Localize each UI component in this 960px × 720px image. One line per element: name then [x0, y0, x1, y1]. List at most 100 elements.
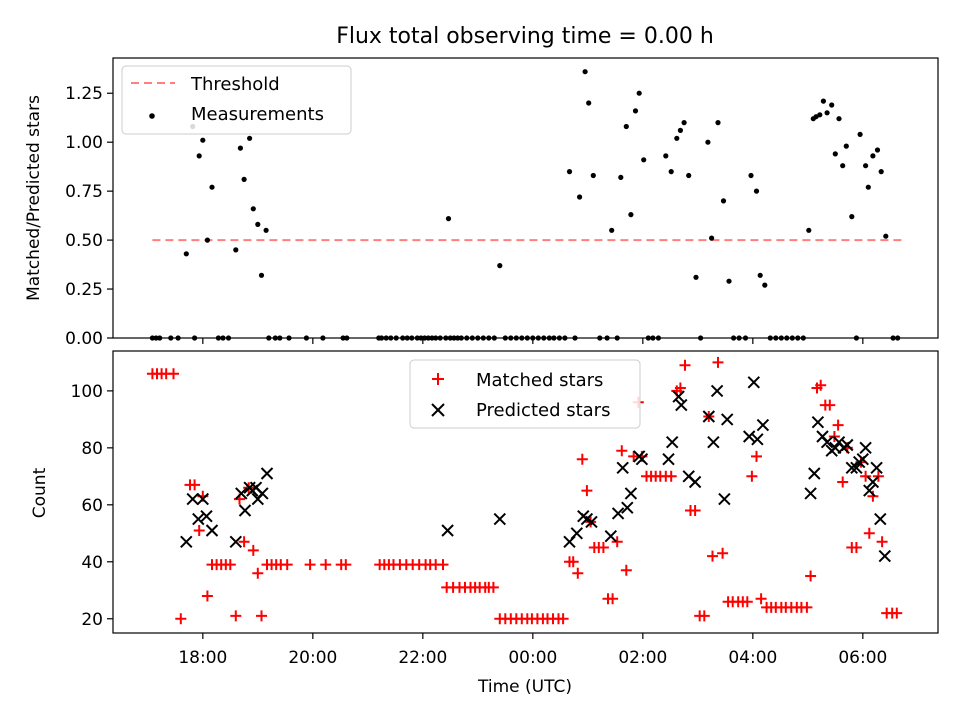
predicted-point-45: [808, 467, 821, 480]
legend-matched-label: Matched stars: [476, 370, 603, 391]
count-xtick-label-3: 00:00: [508, 648, 557, 668]
measurement-point-11: [209, 184, 215, 190]
matched-point-118: [805, 570, 817, 582]
measurement-point-47: [445, 216, 452, 222]
measurement-point-17: [241, 176, 247, 182]
predicted-point-44: [804, 487, 817, 500]
measurement-point-108: [757, 272, 763, 278]
matched-point-70: [576, 453, 588, 465]
matched-point-132: [867, 490, 879, 502]
count-legend: Matched stars Predicted stars: [409, 359, 641, 429]
count-y-axis-label: Count: [30, 467, 50, 518]
measurement-point-5: [183, 251, 189, 257]
predicted-point-6: [229, 535, 243, 549]
matched-point-117: [801, 601, 813, 613]
predicted-point-61: [870, 461, 883, 475]
predicted-point-41: [747, 376, 761, 389]
count-data-layer: [146, 356, 903, 625]
measurement-point-106: [748, 172, 754, 179]
ratio-ytick-label-0: 0.00: [65, 329, 103, 349]
matched-point-66: [557, 613, 569, 625]
measurement-point-123: [829, 102, 835, 108]
matched-point-69: [572, 567, 584, 579]
predicted-point-63: [878, 549, 892, 563]
matched-point-28: [304, 559, 316, 571]
measurement-point-124: [832, 151, 838, 157]
predicted-point-2: [192, 512, 205, 526]
count-xtick-label-5: 04:00: [728, 648, 777, 668]
measurement-point-95: [686, 172, 692, 179]
predicted-point-46: [811, 415, 825, 429]
count-panel: 20 40 60 80 100 18:00 20:00 22:00 00:00 02:00 04:0…: [30, 350, 939, 697]
measurement-point-133: [870, 153, 876, 159]
measurement-point-102: [726, 278, 732, 284]
predicted-point-42: [751, 433, 764, 446]
measurement-point-86: [641, 157, 647, 163]
matched-point-29: [320, 559, 332, 571]
matched-point-92: [679, 359, 691, 371]
matched-point-8: [193, 525, 205, 536]
matched-point-107: [751, 450, 762, 462]
measurement-point-131: [863, 163, 869, 169]
predicted-point-38: [718, 492, 731, 506]
predicted-point-22: [604, 529, 618, 543]
measurement-point-8: [196, 153, 202, 159]
legend-predicted-swatch: [431, 403, 445, 417]
measurement-point-107: [753, 188, 760, 194]
count-axis-ticks: 20 40 60 80 100 18:00 20:00 22:00 00:00 02:00 04:0…: [71, 382, 888, 668]
matched-point-122: [824, 399, 836, 411]
measurement-point-99: [709, 235, 715, 241]
predicted-point-48: [820, 435, 834, 449]
measurement-point-81: [618, 174, 624, 180]
matched-point-15: [224, 559, 236, 571]
measurement-point-94: [681, 120, 687, 126]
matched-point-16: [230, 610, 242, 622]
predicted-point-13: [256, 487, 269, 500]
matched-point-22: [256, 610, 267, 622]
measurement-point-9: [200, 137, 206, 143]
predicted-point-57: [856, 452, 870, 466]
legend-measurements-swatch: [149, 113, 155, 119]
matched-point-124: [832, 419, 844, 431]
ratio-ytick-label-5: 1.25: [65, 84, 103, 104]
legend-threshold-label: Threshold: [190, 74, 280, 95]
predicted-point-24: [616, 461, 629, 475]
measurement-point-74: [582, 69, 588, 75]
ratio-ytick-label-1: 0.25: [65, 280, 103, 300]
ratio-ytick-label-4: 1.00: [65, 133, 103, 153]
predicted-point-31: [672, 390, 685, 403]
count-ytick-label-0: 20: [81, 610, 103, 630]
count-xtick-label-0: 18:00: [178, 648, 227, 668]
predicted-point-5: [205, 524, 219, 537]
matched-point-5: [175, 613, 187, 625]
predicted-point-28: [635, 452, 649, 466]
predicted-point-0: [180, 535, 193, 549]
ratio-legend: Threshold Measurements: [121, 65, 352, 135]
matched-point-128: [850, 542, 862, 553]
count-ytick-label-1: 40: [81, 553, 103, 573]
measurement-point-91: [668, 169, 674, 175]
measurement-point-16: [237, 145, 243, 151]
measurement-point-82: [623, 123, 629, 130]
matched-point-131: [863, 527, 875, 539]
ratio-panel-frame: [112, 57, 939, 339]
measurement-point-75: [586, 100, 592, 106]
predicted-point-60: [866, 475, 880, 489]
predicted-point-18: [570, 527, 584, 540]
measurement-point-101: [720, 198, 727, 204]
matched-point-68: [567, 556, 579, 568]
x-axis-label: Time (UTC): [477, 677, 572, 697]
figure-title: Flux total observing time = 0.00 h: [336, 24, 714, 49]
measurement-point-93: [677, 127, 684, 133]
matched-point-75: [597, 542, 609, 553]
predicted-point-29: [662, 452, 675, 466]
matched-point-79: [616, 445, 628, 457]
measurement-point-92: [674, 135, 680, 141]
count-ytick-label-2: 60: [81, 496, 103, 516]
matched-point-89: [665, 470, 677, 482]
measurement-point-21: [258, 272, 265, 278]
predicted-point-53: [841, 438, 854, 452]
measurement-point-18: [247, 135, 253, 141]
count-legend-box: [409, 359, 641, 429]
matched-point-108: [755, 593, 767, 605]
